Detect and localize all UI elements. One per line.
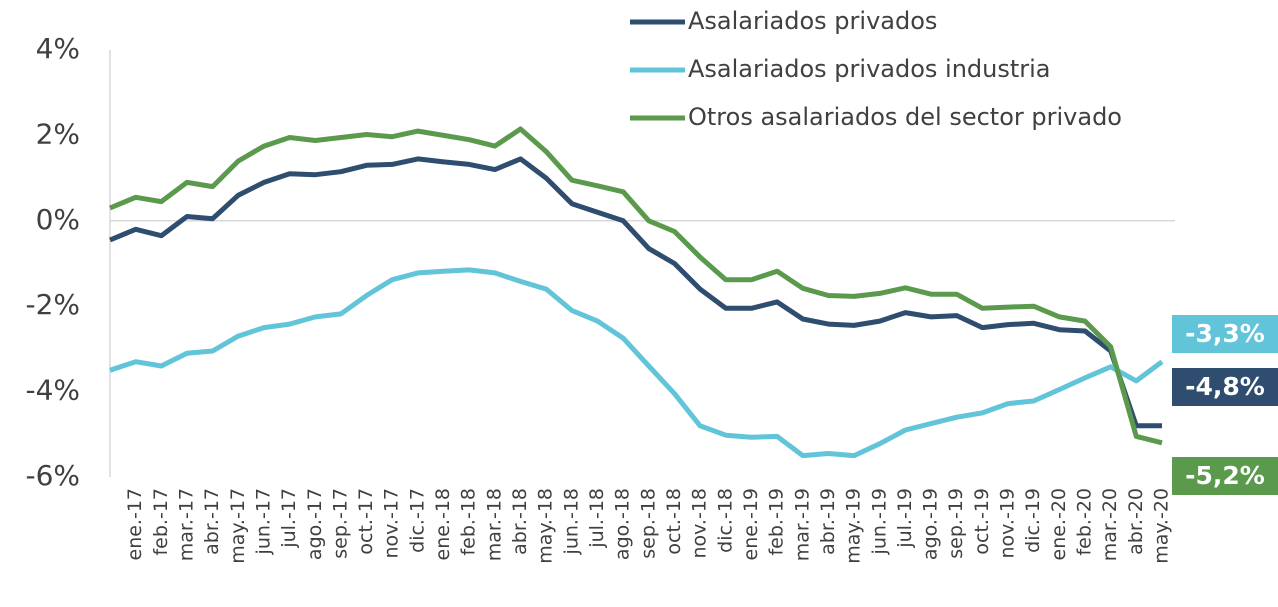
x-tick-label: jun.-18 — [560, 488, 582, 555]
x-tick-label: jul.-19 — [894, 488, 916, 549]
x-tick-label: jun.-19 — [868, 488, 890, 555]
x-tick-label: mar.-17 — [175, 488, 197, 561]
x-tick-label: nov.-17 — [381, 488, 403, 559]
legend-label: Asalariados privados industria — [688, 55, 1051, 83]
x-tick-label: feb.-17 — [150, 488, 172, 556]
x-tick-label: ene.-19 — [740, 488, 762, 561]
x-tick-label: dic.-19 — [1022, 488, 1044, 553]
x-tick-label: sep.-18 — [637, 488, 659, 559]
end-label: -3,3% — [1185, 319, 1265, 348]
x-tick-label: nov.-19 — [997, 488, 1019, 559]
x-tick-label: mar.-19 — [791, 488, 813, 561]
x-tick-label: may.-17 — [227, 488, 249, 564]
x-tick-label: jun.-17 — [252, 488, 274, 555]
x-tick-label: ene.-18 — [432, 488, 454, 561]
x-tick-label: sep.-19 — [945, 488, 967, 559]
legend-label: Asalariados privados — [688, 7, 937, 35]
x-tick-label: abr.-19 — [817, 488, 839, 555]
x-tick-label: jul.-17 — [278, 488, 300, 549]
end-label-box — [1172, 457, 1278, 495]
x-tick-label: abr.-17 — [201, 488, 223, 555]
x-tick-label: ene.-20 — [1048, 488, 1070, 561]
x-tick-label: ago.-18 — [612, 488, 634, 560]
x-tick-label: oct.-19 — [971, 488, 993, 555]
y-tick-label: -2% — [25, 288, 80, 321]
x-tick-label: jul.-18 — [586, 488, 608, 549]
series-line — [109, 156, 1162, 429]
legend-label: Otros asalariados del sector privado — [688, 103, 1122, 131]
x-tick-label: oct.-17 — [355, 488, 377, 555]
x-tick-label: mar.-20 — [1099, 488, 1121, 561]
y-tick-label: 2% — [36, 117, 80, 150]
y-tick-label: 4% — [36, 32, 80, 65]
x-tick-label: abr.-18 — [509, 488, 531, 555]
x-tick-label: may.-18 — [535, 488, 557, 564]
x-tick-label: feb.-20 — [1074, 488, 1096, 556]
x-tick-label: nov.-18 — [689, 488, 711, 559]
end-label: -4,8% — [1185, 372, 1265, 401]
end-label: -5,2% — [1185, 461, 1265, 490]
x-tick-label: feb.-19 — [766, 488, 788, 556]
y-tick-label: 0% — [36, 203, 80, 236]
x-tick-label: feb.-18 — [458, 488, 480, 556]
end-label-box — [1172, 368, 1278, 406]
x-tick-label: may.-19 — [843, 488, 865, 564]
series-line — [109, 126, 1163, 446]
x-tick-label: sep.-17 — [329, 488, 351, 559]
x-tick-label: may.-20 — [1151, 488, 1173, 564]
x-tick-label: ene.-17 — [124, 488, 146, 561]
x-tick-label: oct.-18 — [663, 488, 685, 555]
x-tick-label: mar.-18 — [483, 488, 505, 561]
y-tick-label: -4% — [25, 374, 80, 407]
x-tick-label: dic.-17 — [406, 488, 428, 553]
x-tick-label: ago.-19 — [920, 488, 942, 560]
series-line — [109, 267, 1164, 459]
end-label-box — [1172, 315, 1278, 353]
x-tick-label: abr.-20 — [1125, 488, 1147, 555]
x-tick-label: ago.-17 — [304, 488, 326, 560]
y-tick-label: -6% — [25, 459, 80, 492]
x-tick-label: dic.-18 — [714, 488, 736, 553]
